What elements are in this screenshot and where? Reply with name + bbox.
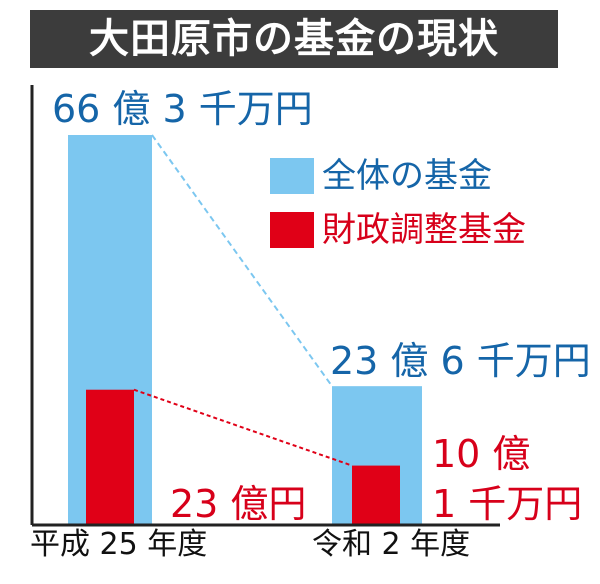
legend-item-total: 全体の基金 (270, 158, 492, 194)
legend-swatch-total (270, 158, 314, 194)
chart-title: 大田原市の基金の現状 (30, 10, 558, 68)
legend-label-total: 全体の基金 (322, 156, 492, 196)
category-label-r2: 令和 2 年度 (312, 527, 471, 562)
category-label-h25: 平成 25 年度 (30, 527, 208, 562)
connector-adjust (133, 388, 353, 467)
data-label-adjust-r2-line2: 1 千万円 (432, 482, 583, 526)
data-label-total-h25: 66 億 3 千万円 (52, 87, 313, 131)
bar-adjust-0 (86, 389, 134, 525)
connector-total (151, 134, 333, 387)
data-label-adjust-r2-line1: 10 億 (432, 432, 531, 476)
legend-swatch-adjust (270, 212, 314, 248)
legend-item-adjust: 財政調整基金 (270, 212, 526, 248)
data-label-adjust-h25: 23 億円 (170, 482, 307, 526)
data-label-total-r2: 23 億 6 千万円 (330, 339, 591, 383)
bar-adjust-1 (352, 465, 400, 525)
legend-label-adjust: 財政調整基金 (322, 210, 526, 250)
